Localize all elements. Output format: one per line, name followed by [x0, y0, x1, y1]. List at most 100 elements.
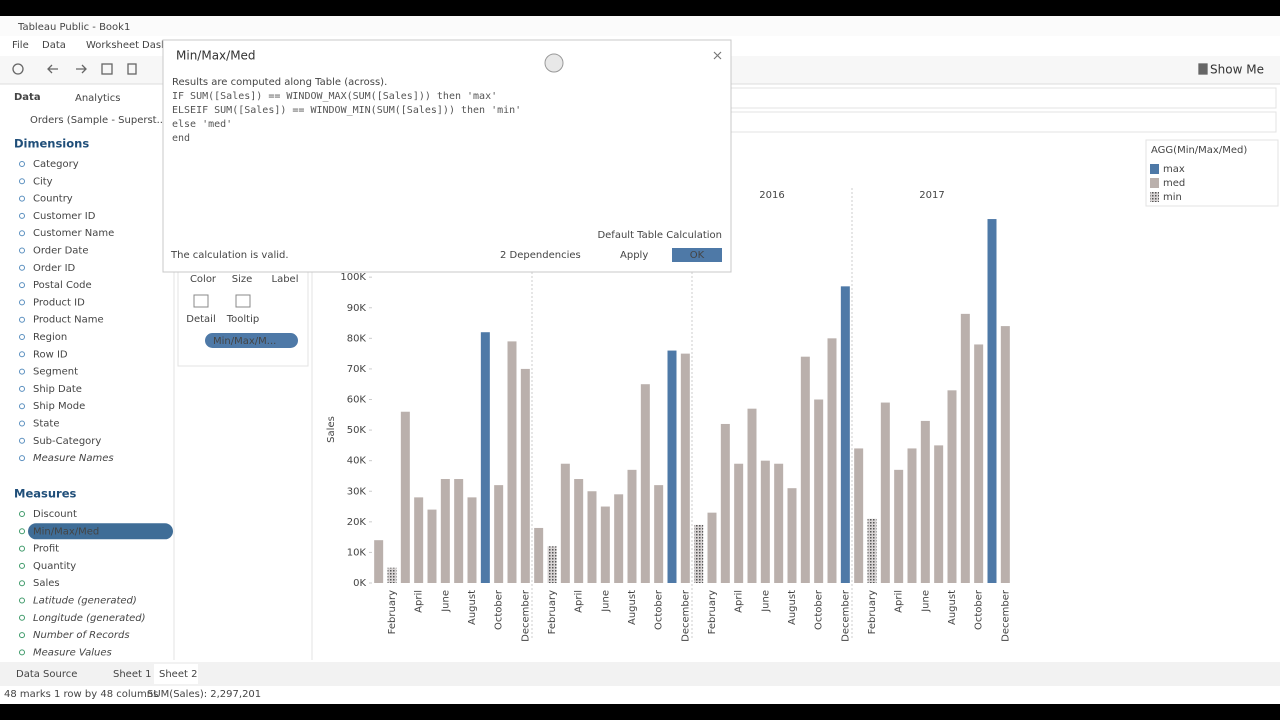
dimension-field[interactable]: Customer ID [33, 211, 96, 222]
x-tick-label: October [814, 589, 825, 630]
measure-field[interactable]: Profit [33, 544, 59, 555]
dimension-field[interactable]: Ship Date [33, 384, 82, 395]
table-calc-link[interactable]: Default Table Calculation [597, 230, 722, 241]
show-me[interactable]: Show Me [1210, 63, 1264, 77]
y-tick-label: 40K [347, 456, 367, 467]
dimension-field[interactable]: Product Name [33, 315, 104, 326]
dimension-field[interactable]: Product ID [33, 297, 85, 308]
x-tick-label: August [787, 590, 798, 625]
field-icon [19, 351, 25, 358]
dimension-field[interactable]: Measure Names [33, 453, 114, 464]
year-header: 2017 [919, 190, 944, 201]
menu-item[interactable]: Worksheet [86, 40, 139, 51]
apply-button[interactable]: Apply [620, 250, 648, 261]
dimension-field[interactable]: Segment [33, 367, 78, 378]
mark-button[interactable]: Color [190, 274, 217, 285]
legend-label: med [1163, 178, 1185, 189]
bar [734, 463, 744, 583]
sheet-tab[interactable]: Sheet 2 [159, 669, 197, 680]
data-tab[interactable]: Data [14, 92, 41, 103]
close-button[interactable] [713, 51, 722, 60]
measure-field[interactable]: Longitude (generated) [33, 613, 146, 624]
pill-label[interactable]: Min/Max/M... [213, 336, 276, 347]
code-line: else 'med' [172, 119, 232, 130]
menu-item[interactable]: Data [42, 40, 66, 51]
dimension-field[interactable]: Customer Name [33, 228, 114, 239]
field-icon [19, 264, 25, 271]
ok-button[interactable] [672, 248, 722, 262]
bar [894, 469, 904, 583]
bar [480, 332, 490, 583]
field-icon [19, 282, 25, 289]
dimension-field[interactable]: Category [33, 159, 79, 170]
dimension-field[interactable]: Region [33, 332, 67, 343]
field-icon [19, 385, 25, 392]
measure-field[interactable]: Discount [33, 509, 77, 520]
mark-button[interactable]: Tooltip [226, 314, 259, 325]
selected-field [28, 523, 173, 540]
y-axis-title: Sales [326, 416, 337, 443]
legend-items: AGG(Min/Max/Med) max med min [1150, 145, 1247, 203]
field-icon [19, 212, 25, 219]
field-icon [19, 195, 25, 202]
sheet-tab[interactable]: Data Source [16, 669, 77, 680]
code-line: ELSEIF SUM([Sales]) == WINDOW_MIN(SUM([S… [172, 105, 521, 116]
cursor [544, 53, 564, 73]
x-tick-label: December [840, 589, 851, 642]
formula-editor[interactable]: IF SUM([Sales]) == WINDOW_MAX(SUM([Sales… [172, 91, 521, 144]
menu-item[interactable]: File [12, 40, 29, 51]
sheet-tab[interactable]: Sheet 1 [113, 669, 151, 680]
toolbar-icons [12, 63, 1208, 75]
bar [574, 479, 584, 583]
dimension-field[interactable]: City [33, 176, 53, 187]
measure-field[interactable]: Quantity [33, 561, 76, 572]
dimension-field[interactable]: Country [33, 194, 73, 205]
title-bar [0, 16, 1280, 36]
data-pane: Data Analytics Orders (Sample - Superst...… [14, 92, 173, 658]
bar [800, 356, 810, 583]
x-tick-label: December [680, 589, 691, 642]
bar [974, 344, 984, 583]
bar [454, 479, 464, 583]
field-icon [19, 247, 25, 254]
dimension-field[interactable]: Row ID [33, 349, 68, 360]
mark-button[interactable]: Size [232, 274, 253, 285]
bar [494, 485, 504, 583]
window-title: Tableau Public - Book1 [17, 22, 130, 33]
ok-label[interactable]: OK [690, 250, 705, 261]
measure-field[interactable]: Number of Records [33, 630, 130, 641]
section-heading: Measures [14, 487, 77, 501]
dimension-field[interactable]: State [33, 419, 59, 430]
y-tick-label: 80K [347, 333, 367, 344]
bar [760, 460, 770, 583]
x-tick-label: April [414, 590, 425, 613]
bar [427, 509, 437, 583]
analytics-tab[interactable]: Analytics [75, 93, 120, 104]
measure-field[interactable]: Latitude (generated) [33, 596, 137, 607]
dimension-field[interactable]: Postal Code [33, 280, 92, 291]
dependencies[interactable]: 2 Dependencies [500, 250, 581, 261]
mark-button[interactable]: Label [272, 274, 299, 285]
measure-field[interactable]: Min/Max/Med [33, 526, 99, 537]
field-icon [19, 178, 25, 185]
section-heading: Dimensions [14, 137, 89, 151]
bar [534, 527, 544, 583]
dimension-field[interactable]: Order ID [33, 263, 76, 274]
dimension-field[interactable]: Order Date [33, 246, 89, 257]
x-tick-label: June [760, 590, 771, 613]
bar [707, 512, 717, 583]
bar [414, 497, 424, 583]
dimension-field[interactable]: Sub-Category [33, 436, 101, 447]
y-tick-label: 10K [347, 547, 367, 558]
data-source[interactable]: Orders (Sample - Superst... [30, 115, 166, 126]
mark-button[interactable]: Detail [186, 314, 215, 325]
bar [920, 420, 930, 583]
measure-field[interactable]: Measure Values [33, 647, 112, 658]
pill[interactable] [205, 333, 298, 348]
field-icon [19, 614, 25, 621]
bar [867, 518, 877, 583]
dimension-field[interactable]: Ship Mode [33, 401, 85, 412]
measure-field[interactable]: Sales [33, 578, 60, 589]
bar [934, 445, 944, 583]
